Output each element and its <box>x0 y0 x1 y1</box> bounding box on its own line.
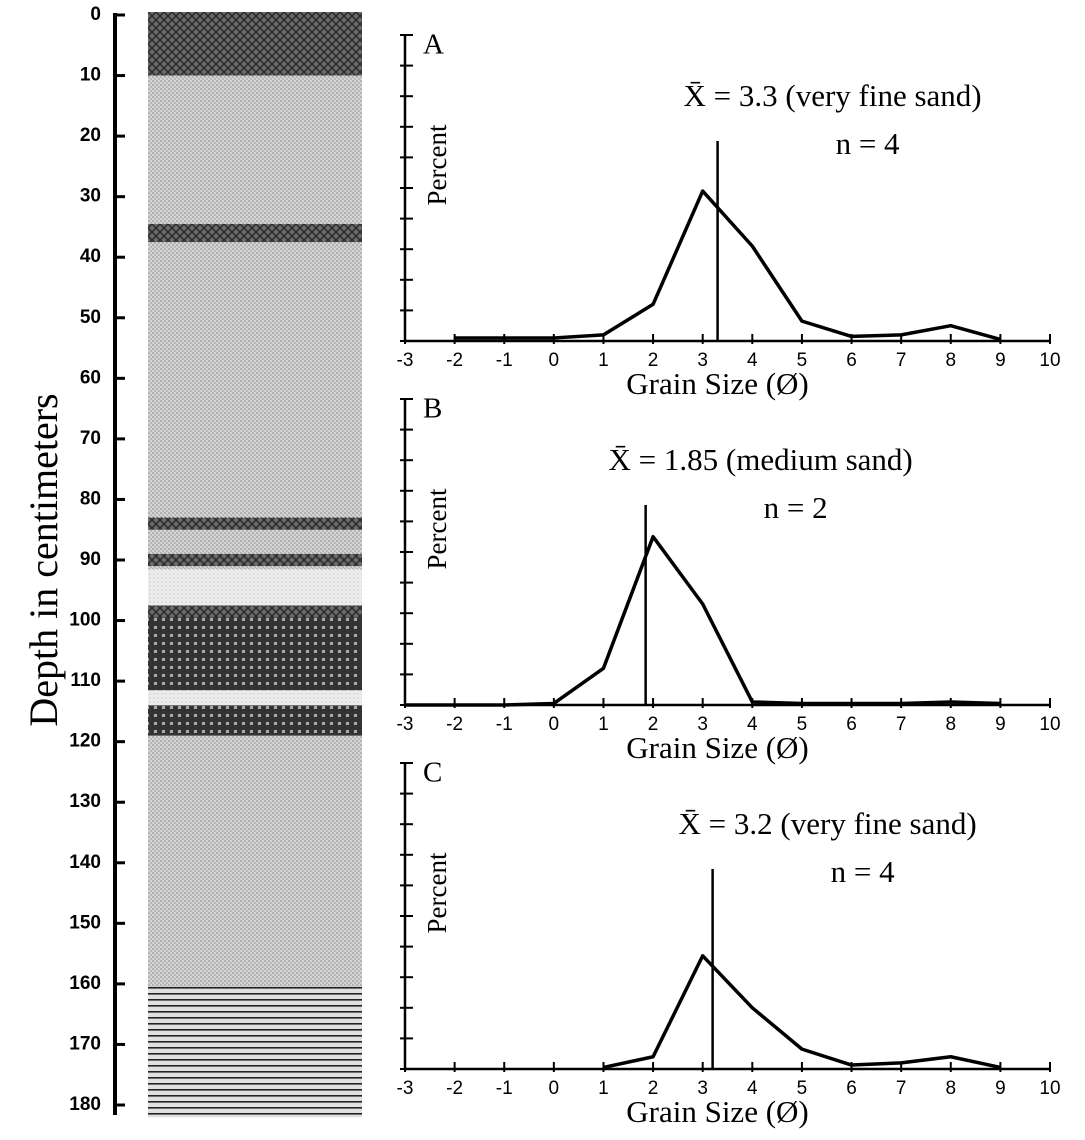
core-layer <box>148 553 362 567</box>
x-tick-label: 4 <box>747 1078 758 1099</box>
x-tick-label: 10 <box>1039 350 1060 371</box>
x-tick-label: 6 <box>846 714 857 735</box>
y-tick-label: 70 <box>80 428 101 449</box>
x-tick-label: -3 <box>397 350 414 371</box>
y-axis-label: Percent <box>422 488 452 569</box>
x-tick-label: 2 <box>648 714 659 735</box>
x-tick-label: 1 <box>598 350 609 371</box>
x-tick-label: 5 <box>797 714 808 735</box>
x-tick-label: 6 <box>846 350 857 371</box>
y-tick-label: 140 <box>69 852 101 873</box>
x-tick-label: 4 <box>747 350 758 371</box>
data-line <box>454 189 1001 342</box>
n-label: n = 2 <box>764 490 828 525</box>
x-tick-label: 1 <box>598 1078 609 1099</box>
x-tick-label: 0 <box>549 1078 560 1099</box>
x-tick-label: -1 <box>496 714 513 735</box>
x-tick-label: -2 <box>446 714 463 735</box>
panel-label: C <box>423 757 442 789</box>
core-layer <box>148 223 362 243</box>
y-tick-label: 150 <box>69 912 101 933</box>
x-tick-label: 7 <box>896 714 907 735</box>
y-tick-label: 10 <box>80 65 101 86</box>
y-tick-label: 0 <box>90 4 101 25</box>
y-tick-label: 120 <box>69 731 101 752</box>
x-tick-label: 9 <box>995 350 1006 371</box>
mean-label: X̄ = 3.2 (very fine sand) <box>679 806 977 841</box>
x-tick-label: 2 <box>648 350 659 371</box>
core-layer <box>148 986 362 1118</box>
panel-label: A <box>423 29 444 61</box>
data-line <box>405 534 1001 707</box>
y-axis-label: Percent <box>422 852 452 933</box>
y-tick-label: 60 <box>80 367 101 388</box>
y-tick-label: 110 <box>70 670 101 691</box>
data-line <box>603 954 1001 1070</box>
y-tick-label: 160 <box>69 973 101 994</box>
x-tick-label: -3 <box>397 1078 414 1099</box>
x-axis-label: Grain Size (Ø) <box>626 1094 809 1129</box>
y-axis-label: Depth in centimeters <box>21 393 66 726</box>
y-tick-label: 100 <box>69 610 101 631</box>
x-tick-label: 5 <box>797 1078 808 1099</box>
y-axis-label: Percent <box>422 124 452 205</box>
x-tick-label: 9 <box>995 1078 1006 1099</box>
y-tick-label: 50 <box>80 307 101 328</box>
x-tick-label: -2 <box>446 350 463 371</box>
core-layer <box>148 690 362 709</box>
x-tick-label: 0 <box>549 350 560 371</box>
core-layer <box>148 617 362 694</box>
core-layer <box>148 12 362 76</box>
x-tick-label: 8 <box>945 1078 956 1099</box>
x-axis-label: Grain Size (Ø) <box>626 366 809 401</box>
mean-label: X̄ = 3.3 (very fine sand) <box>684 78 982 113</box>
y-tick-label: 80 <box>80 488 101 509</box>
mean-label: X̄ = 1.85 (medium sand) <box>609 442 913 477</box>
x-tick-label: 3 <box>697 714 708 735</box>
n-label: n = 4 <box>831 854 895 889</box>
x-tick-label: 1 <box>598 714 609 735</box>
x-tick-label: 8 <box>945 714 956 735</box>
x-tick-label: 7 <box>896 1078 907 1099</box>
y-tick-label: 130 <box>69 791 101 812</box>
core-layer <box>148 705 362 736</box>
y-tick-label: 180 <box>69 1094 101 1115</box>
panel-label: B <box>423 393 442 425</box>
x-tick-label: 7 <box>896 350 907 371</box>
y-tick-label: 90 <box>80 549 101 570</box>
x-tick-label: 2 <box>648 1078 659 1099</box>
y-tick-label: 170 <box>69 1033 101 1054</box>
x-tick-label: -1 <box>496 350 513 371</box>
x-tick-label: 10 <box>1039 1078 1060 1099</box>
x-tick-label: 6 <box>846 1078 857 1099</box>
x-tick-label: 0 <box>549 714 560 735</box>
x-axis-label: Grain Size (Ø) <box>626 730 809 765</box>
x-tick-label: 4 <box>747 714 758 735</box>
y-tick-label: 20 <box>80 125 101 146</box>
x-tick-label: 5 <box>797 350 808 371</box>
y-tick-label: 30 <box>80 186 101 207</box>
x-tick-label: 10 <box>1039 714 1060 735</box>
x-tick-label: 3 <box>697 350 708 371</box>
core-layer <box>148 605 362 621</box>
y-tick-label: 40 <box>80 246 101 267</box>
x-tick-label: 8 <box>945 350 956 371</box>
x-tick-label: 3 <box>697 1078 708 1099</box>
x-tick-label: -3 <box>397 714 414 735</box>
core-layer <box>148 517 362 530</box>
core-layer <box>148 569 362 609</box>
x-tick-label: -2 <box>446 1078 463 1099</box>
n-label: n = 4 <box>836 126 900 161</box>
x-tick-label: -1 <box>496 1078 513 1099</box>
x-tick-label: 9 <box>995 714 1006 735</box>
